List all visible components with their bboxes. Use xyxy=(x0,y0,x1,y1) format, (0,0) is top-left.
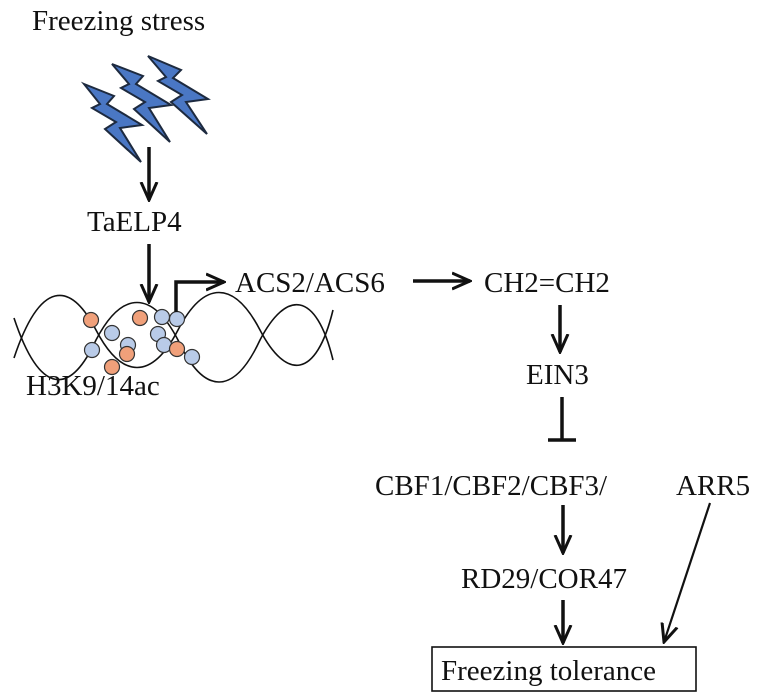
nucleosome-orange xyxy=(82,311,100,329)
nucleosome-orange xyxy=(118,345,136,363)
freezing-stress-label: Freezing stress xyxy=(32,5,205,37)
freezing-tolerance-box xyxy=(431,646,697,692)
rd29-label: RD29/COR47 xyxy=(461,563,627,595)
ein3-label: EIN3 xyxy=(526,359,589,391)
acs-label: ACS2/ACS6 xyxy=(235,267,385,299)
nucleosome-blue xyxy=(168,310,186,328)
nucleosome-orange xyxy=(168,340,186,358)
arrow-arr5-to-tolerance xyxy=(664,502,712,642)
nucleosome-orange xyxy=(131,309,149,327)
histone-mark-label: H3K9/14ac xyxy=(26,370,160,402)
inhibition-ein3-to-cbf xyxy=(548,397,576,442)
chromatin-helix xyxy=(13,291,334,383)
nucleosome-blue xyxy=(153,308,171,326)
nucleosome-blue xyxy=(103,324,121,342)
nucleosome-orange xyxy=(103,358,121,376)
nucleosome-blue xyxy=(183,348,201,366)
freezing-tolerance-label: Freezing tolerance xyxy=(441,655,656,687)
acetylation-marks xyxy=(82,308,201,376)
ethylene-label: CH2=CH2 xyxy=(484,267,610,299)
nucleosome-blue xyxy=(83,341,101,359)
cbf-label: CBF1/CBF2/CBF3/ xyxy=(375,470,608,502)
taelp4-label: TaELP4 xyxy=(87,206,182,238)
transcription-start-arrow xyxy=(174,282,224,312)
arr5-label: ARR5 xyxy=(676,470,750,502)
lightning-icon xyxy=(80,55,211,163)
